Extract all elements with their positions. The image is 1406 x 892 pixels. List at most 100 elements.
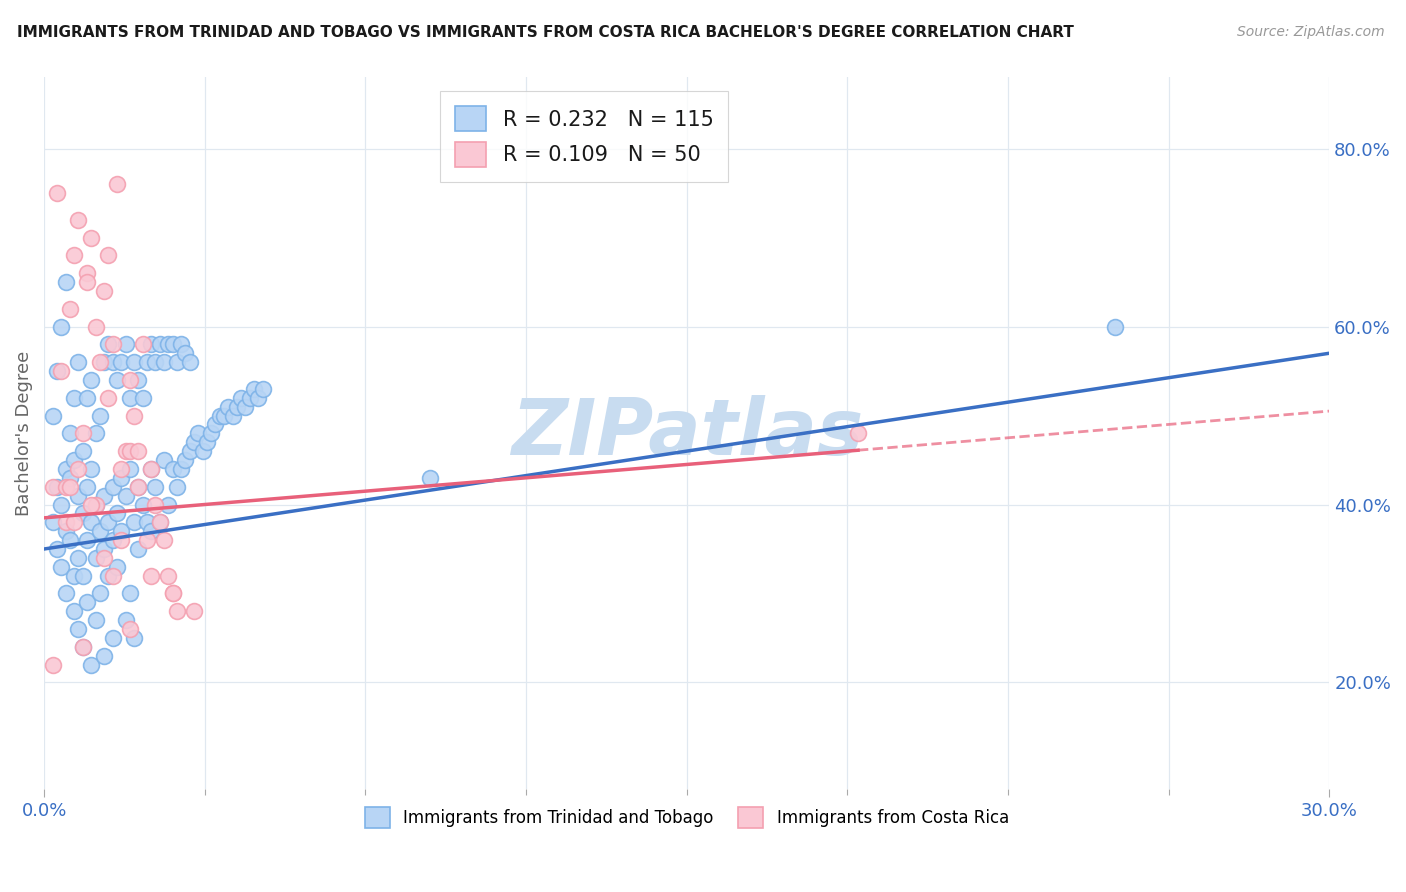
Point <box>41 657 63 672</box>
Point <box>84 613 107 627</box>
Point <box>122 355 145 369</box>
Point <box>110 524 132 539</box>
Point <box>166 480 188 494</box>
Point <box>67 550 90 565</box>
Point <box>131 498 153 512</box>
Point <box>162 586 184 600</box>
Point <box>51 559 73 574</box>
Point <box>200 426 222 441</box>
Point <box>105 178 128 192</box>
Point <box>101 480 124 494</box>
Point <box>105 559 128 574</box>
Point <box>67 462 90 476</box>
Point <box>46 480 69 494</box>
Point <box>166 604 188 618</box>
Point <box>135 516 157 530</box>
Point <box>55 462 77 476</box>
Point <box>59 301 82 316</box>
Point <box>63 391 86 405</box>
Point <box>195 435 218 450</box>
Point <box>118 444 141 458</box>
Point <box>183 604 205 618</box>
Point <box>212 409 235 423</box>
Point <box>118 586 141 600</box>
Text: IMMIGRANTS FROM TRINIDAD AND TOBAGO VS IMMIGRANTS FROM COSTA RICA BACHELOR'S DEG: IMMIGRANTS FROM TRINIDAD AND TOBAGO VS I… <box>17 25 1074 40</box>
Point <box>76 595 98 609</box>
Point <box>114 337 136 351</box>
Point <box>235 400 257 414</box>
Point <box>122 516 145 530</box>
Point <box>89 524 111 539</box>
Point <box>141 337 163 351</box>
Point <box>145 355 167 369</box>
Point <box>76 275 98 289</box>
Point <box>67 355 90 369</box>
Point <box>127 480 149 494</box>
Point <box>145 480 167 494</box>
Point <box>179 444 201 458</box>
Point <box>110 355 132 369</box>
Point <box>63 453 86 467</box>
Point <box>55 586 77 600</box>
Point <box>93 648 115 663</box>
Point <box>170 462 193 476</box>
Point <box>97 391 120 405</box>
Point <box>72 426 94 441</box>
Point <box>239 391 262 405</box>
Point <box>183 435 205 450</box>
Point <box>149 516 172 530</box>
Point <box>63 516 86 530</box>
Point <box>110 462 132 476</box>
Point <box>46 186 69 200</box>
Point <box>84 319 107 334</box>
Point <box>101 568 124 582</box>
Point <box>149 516 172 530</box>
Point <box>97 516 120 530</box>
Point <box>110 471 132 485</box>
Point <box>153 533 176 547</box>
Point <box>72 444 94 458</box>
Point <box>89 586 111 600</box>
Point <box>80 373 103 387</box>
Point <box>208 409 231 423</box>
Point <box>149 337 172 351</box>
Point <box>162 586 184 600</box>
Point <box>97 568 120 582</box>
Point <box>217 400 239 414</box>
Point <box>179 355 201 369</box>
Point <box>187 426 209 441</box>
Point <box>114 489 136 503</box>
Point <box>162 462 184 476</box>
Point <box>127 480 149 494</box>
Point <box>122 631 145 645</box>
Point <box>93 489 115 503</box>
Point <box>84 498 107 512</box>
Point <box>76 266 98 280</box>
Point <box>80 516 103 530</box>
Point <box>97 248 120 262</box>
Point <box>105 373 128 387</box>
Point <box>141 462 163 476</box>
Point <box>59 533 82 547</box>
Legend: Immigrants from Trinidad and Tobago, Immigrants from Costa Rica: Immigrants from Trinidad and Tobago, Imm… <box>359 801 1015 834</box>
Point <box>72 640 94 654</box>
Point <box>141 524 163 539</box>
Point <box>101 533 124 547</box>
Point <box>221 409 243 423</box>
Point <box>55 524 77 539</box>
Point <box>89 409 111 423</box>
Point <box>247 391 270 405</box>
Point <box>127 444 149 458</box>
Point <box>72 507 94 521</box>
Point <box>135 533 157 547</box>
Point <box>118 622 141 636</box>
Point <box>80 498 103 512</box>
Point <box>153 453 176 467</box>
Point <box>170 337 193 351</box>
Point <box>80 657 103 672</box>
Point <box>72 640 94 654</box>
Point <box>191 444 214 458</box>
Point <box>67 489 90 503</box>
Point <box>101 631 124 645</box>
Point <box>41 409 63 423</box>
